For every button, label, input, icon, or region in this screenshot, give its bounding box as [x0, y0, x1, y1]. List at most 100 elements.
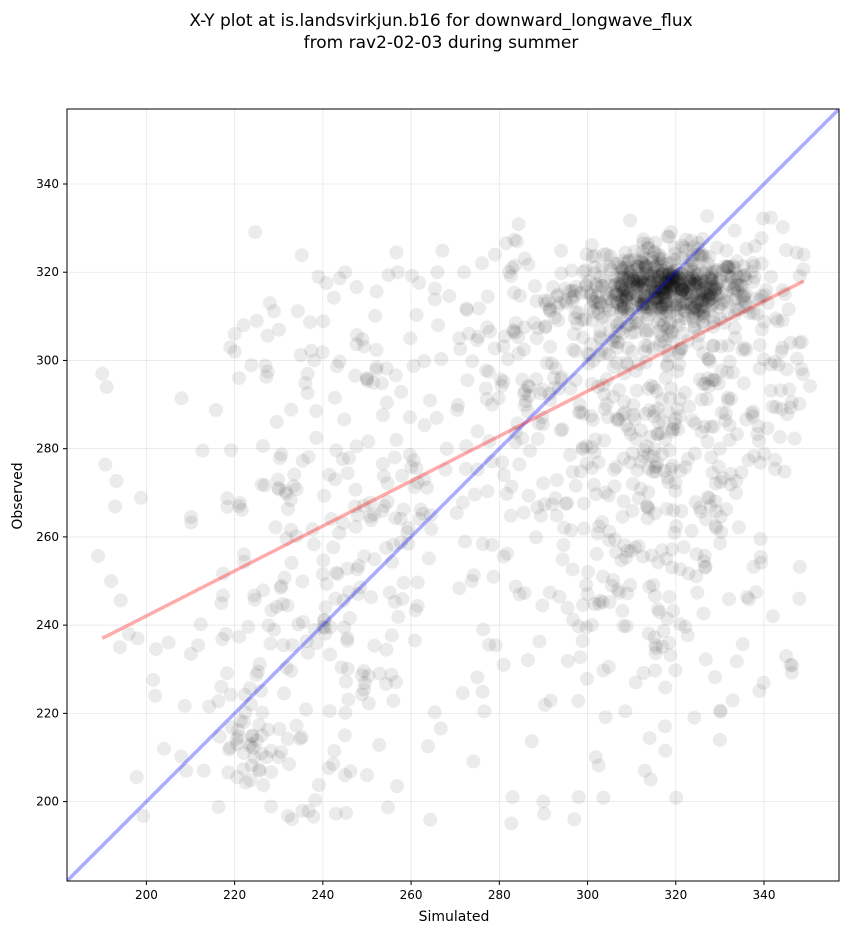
- data-point: [309, 404, 324, 419]
- data-point: [491, 391, 506, 406]
- data-point: [682, 274, 697, 289]
- data-point: [684, 253, 699, 268]
- x-axis-ticks: 200 220 240 260 280 300 320 340: [135, 881, 775, 902]
- data-point: [782, 382, 797, 397]
- data-point: [587, 596, 602, 611]
- data-point: [644, 299, 659, 314]
- data-point: [677, 240, 692, 255]
- data-point: [751, 433, 766, 448]
- data-point: [628, 412, 643, 427]
- data-point: [184, 510, 199, 525]
- data-point: [532, 634, 547, 649]
- data-point: [595, 260, 610, 275]
- data-point: [293, 731, 308, 746]
- data-point: [651, 280, 666, 295]
- y-tick-label: 320: [36, 265, 59, 279]
- data-point: [618, 550, 633, 565]
- data-point: [741, 453, 756, 468]
- data-point: [609, 411, 624, 426]
- data-point: [620, 284, 635, 299]
- data-point: [665, 421, 680, 436]
- data-point: [638, 290, 653, 305]
- data-point: [702, 291, 717, 306]
- data-point: [407, 480, 422, 495]
- data-point: [734, 279, 749, 294]
- data-point: [623, 263, 638, 278]
- data-point: [350, 508, 365, 523]
- data-point: [243, 773, 258, 788]
- data-point: [665, 270, 680, 285]
- data-point: [592, 593, 607, 608]
- data-point: [579, 439, 594, 454]
- data-point: [655, 267, 670, 282]
- data-point: [666, 503, 681, 518]
- data-point: [590, 301, 605, 316]
- data-point: [657, 335, 672, 350]
- data-point: [689, 276, 704, 291]
- data-point: [646, 269, 661, 284]
- data-point: [695, 314, 710, 329]
- data-point: [616, 300, 631, 315]
- data-point: [641, 381, 656, 396]
- data-point: [672, 392, 687, 407]
- data-point: [615, 277, 630, 292]
- data-point: [672, 276, 687, 291]
- data-point: [579, 671, 594, 686]
- data-point: [678, 311, 693, 326]
- data-point: [458, 461, 473, 476]
- data-point: [419, 480, 434, 495]
- data-point: [317, 620, 332, 635]
- data-point: [322, 704, 337, 719]
- data-point: [227, 326, 242, 341]
- data-point: [631, 274, 646, 289]
- data-point: [564, 291, 579, 306]
- data-point: [568, 344, 583, 359]
- data-point: [681, 308, 696, 323]
- data-point: [660, 470, 675, 485]
- data-point: [366, 375, 381, 390]
- data-point: [638, 258, 653, 273]
- data-point: [736, 376, 751, 391]
- data-point: [738, 295, 753, 310]
- data-point: [702, 491, 717, 506]
- data-point: [700, 434, 715, 449]
- data-point: [691, 236, 706, 251]
- data-point: [644, 288, 659, 303]
- data-point: [662, 443, 677, 458]
- data-point: [725, 693, 740, 708]
- data-point: [624, 543, 639, 558]
- data-point: [644, 548, 659, 563]
- data-point: [697, 286, 712, 301]
- data-point: [680, 334, 695, 349]
- data-point: [626, 398, 641, 413]
- data-point: [638, 277, 653, 292]
- data-point: [611, 270, 626, 285]
- data-point: [745, 255, 760, 270]
- data-point: [733, 269, 748, 284]
- data-point: [648, 506, 663, 521]
- data-point: [655, 280, 670, 295]
- data-point: [636, 294, 651, 309]
- data-point: [684, 288, 699, 303]
- data-point: [315, 567, 330, 582]
- data-point: [651, 427, 666, 442]
- data-point: [658, 743, 673, 758]
- data-point: [650, 315, 665, 330]
- data-point: [643, 288, 658, 303]
- data-point: [696, 606, 711, 621]
- data-point: [202, 699, 217, 714]
- data-point: [271, 482, 286, 497]
- data-point: [699, 285, 714, 300]
- data-point: [575, 312, 590, 327]
- data-point: [768, 461, 783, 476]
- data-point: [566, 342, 581, 357]
- data-point: [696, 276, 711, 291]
- data-point: [606, 389, 621, 404]
- data-point: [212, 729, 227, 744]
- data-point: [691, 280, 706, 295]
- data-point: [599, 397, 614, 412]
- data-point: [306, 537, 321, 552]
- data-point: [698, 292, 713, 307]
- data-point: [656, 267, 671, 282]
- data-point: [319, 276, 334, 291]
